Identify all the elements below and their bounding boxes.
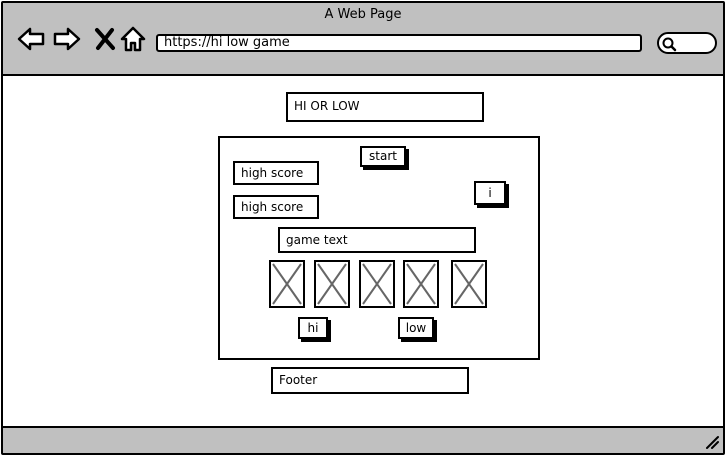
back-arrow-icon[interactable] [17,25,45,53]
card-placeholder [314,260,350,308]
card-placeholder [403,260,439,308]
game-panel [218,136,540,360]
game-text-field: game text [278,227,476,253]
card-placeholder [269,260,305,308]
start-button[interactable]: start [360,146,406,167]
browser-toolbar: A Web Page https://hi low game [3,3,723,76]
url-bar[interactable]: https://hi low game [156,34,642,52]
footer-field: Footer [271,367,469,394]
forward-arrow-icon[interactable] [53,25,81,53]
low-button[interactable]: low [398,317,434,339]
search-field[interactable] [657,32,717,54]
info-button[interactable]: i [474,181,506,205]
card-placeholder [451,260,487,308]
status-bar [3,426,723,453]
home-icon[interactable] [119,25,147,53]
search-icon [662,37,677,52]
close-x-icon[interactable] [91,25,119,53]
window-title: A Web Page [324,7,402,22]
game-title-field: HI OR LOW [286,92,484,122]
hi-button[interactable]: hi [298,317,328,339]
high-score-label-2: high score [233,195,319,219]
resize-grip-icon[interactable] [705,435,719,449]
card-placeholder [359,260,395,308]
high-score-label-1: high score [233,161,319,185]
